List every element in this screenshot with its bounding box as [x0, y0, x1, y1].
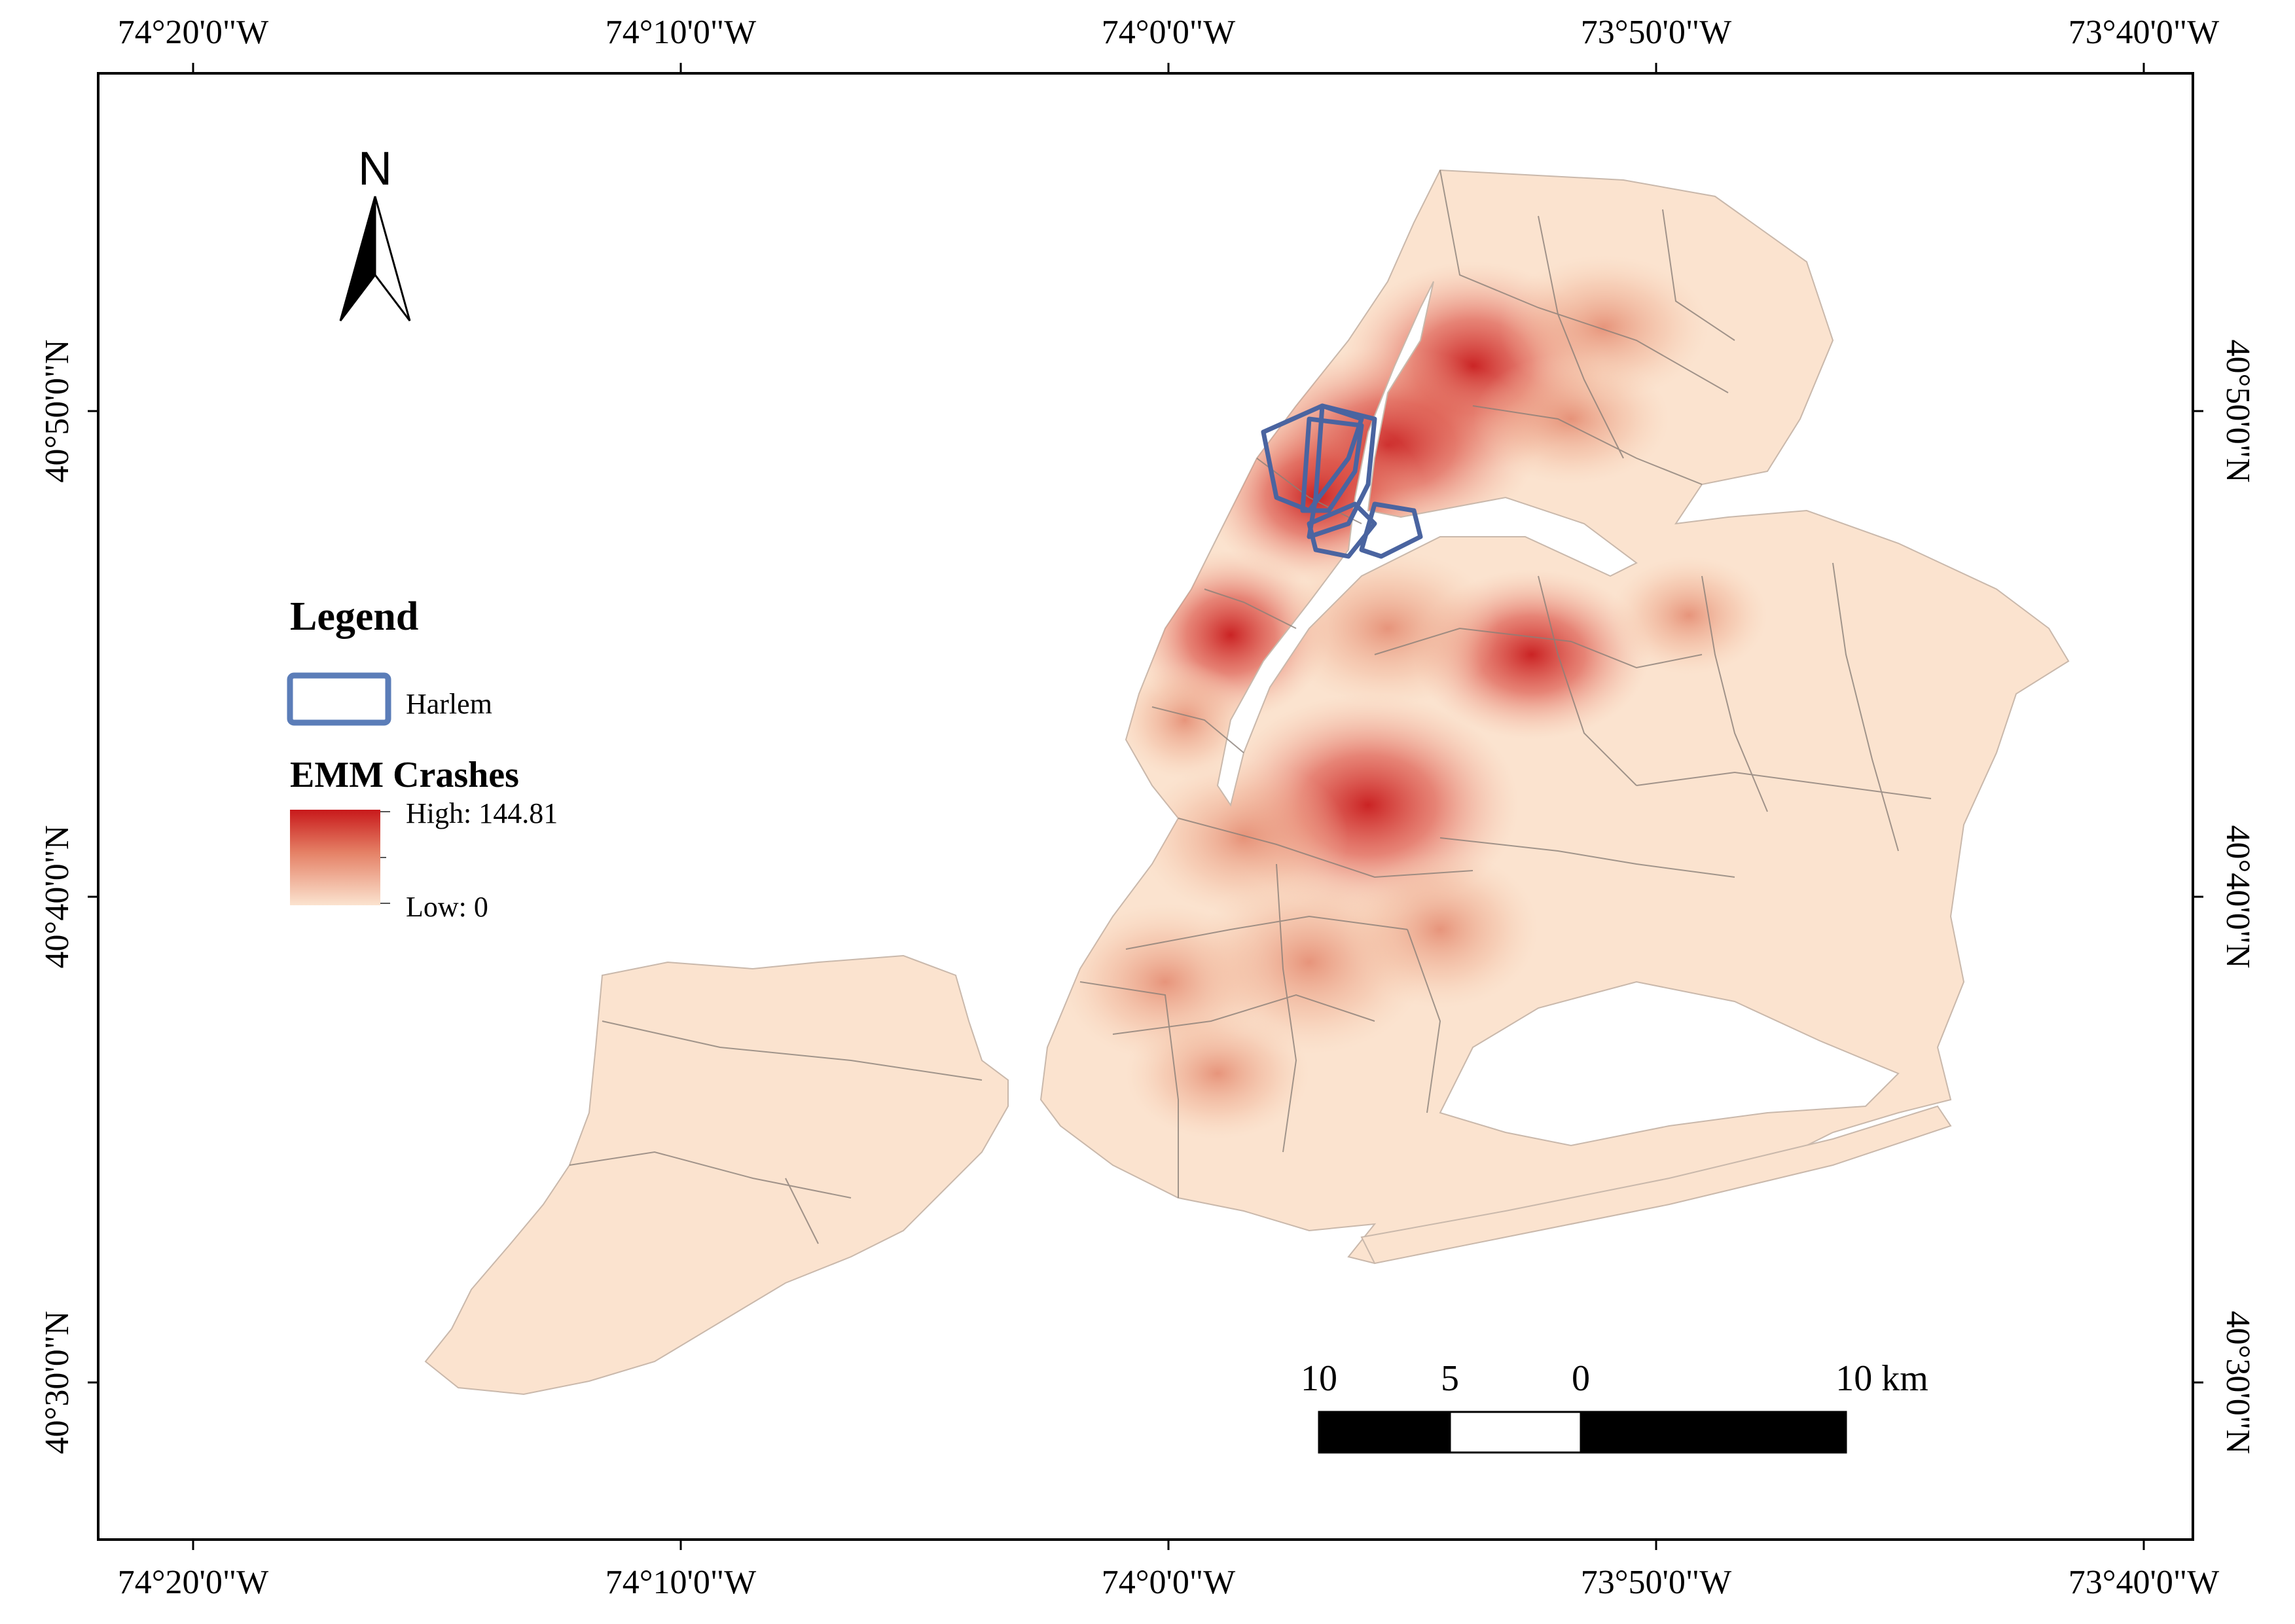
bottom-ticks	[193, 1540, 2144, 1550]
left-ticks	[88, 411, 98, 1382]
bottom-tick-label: 74°0'0"W	[1102, 1564, 1235, 1601]
legend: Legend Harlem EMM Crashes High: 144.81 L…	[290, 594, 558, 923]
scale-bar: 10 5 0 10 km	[1301, 1358, 1928, 1453]
north-label: N	[358, 143, 392, 195]
bottom-tick-label: 73°40'0"W	[2069, 1564, 2219, 1601]
layer-title: EMM Crashes	[290, 755, 519, 795]
right-tick-label: 40°30'0"N	[2219, 1311, 2256, 1454]
top-tick-label: 74°10'0"W	[605, 14, 756, 51]
left-tick-label: 40°30'0"N	[39, 1311, 76, 1454]
bottom-tick-label: 73°50'0"W	[1581, 1564, 1731, 1601]
land-staten-island	[425, 956, 1008, 1394]
harlem-label: Harlem	[406, 688, 492, 720]
left-tick-label: 40°40'0"N	[39, 825, 76, 969]
scale-label: 5	[1441, 1358, 1459, 1399]
scale-label: 0	[1572, 1358, 1590, 1399]
density-ramp	[290, 810, 380, 905]
bottom-tick-label: 74°10'0"W	[605, 1564, 756, 1601]
right-tick-label: 40°50'0"N	[2219, 340, 2256, 483]
top-tick-label: 73°40'0"W	[2069, 14, 2219, 51]
right-ticks	[2193, 411, 2203, 1382]
right-tick-label: 40°40'0"N	[2219, 825, 2256, 969]
top-tick-label: 73°50'0"W	[1581, 14, 1731, 51]
high-label: High: 144.81	[406, 797, 558, 829]
north-arrow-icon: N	[340, 143, 410, 321]
harlem-swatch	[290, 676, 388, 723]
legend-title: Legend	[290, 594, 418, 639]
left-tick-label: 40°50'0"N	[39, 340, 76, 483]
scale-label: 10 km	[1835, 1358, 1928, 1399]
top-ticks	[193, 63, 2144, 73]
top-tick-label: 74°0'0"W	[1102, 14, 1235, 51]
low-label: Low: 0	[406, 891, 488, 923]
top-tick-label: 74°20'0"W	[118, 14, 268, 51]
scale-label: 10	[1301, 1358, 1337, 1399]
bottom-tick-label: 74°20'0"W	[118, 1564, 268, 1601]
